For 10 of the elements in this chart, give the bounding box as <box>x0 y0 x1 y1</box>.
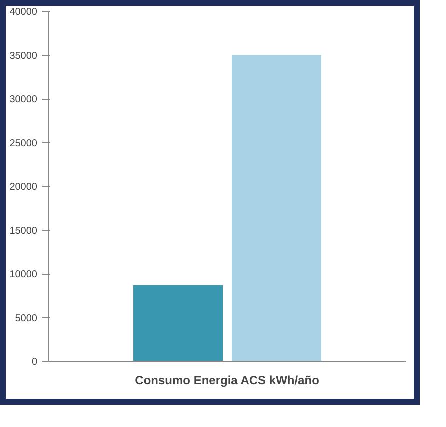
y-tick-label: 35000 <box>10 50 38 62</box>
y-tick-label: 0 <box>32 357 38 368</box>
y-tick-label: 40000 <box>10 7 38 18</box>
y-tick-label: 10000 <box>10 270 38 280</box>
y-tick-label: 20000 <box>10 182 38 193</box>
y-tick-label: 30000 <box>10 94 38 106</box>
x-tick-label: Consumo Energia ACS kWh/año <box>135 374 320 388</box>
y-tick-label: 15000 <box>10 226 38 237</box>
y-tick-label: 25000 <box>10 138 38 150</box>
y-tick-label: 5000 <box>15 313 38 324</box>
